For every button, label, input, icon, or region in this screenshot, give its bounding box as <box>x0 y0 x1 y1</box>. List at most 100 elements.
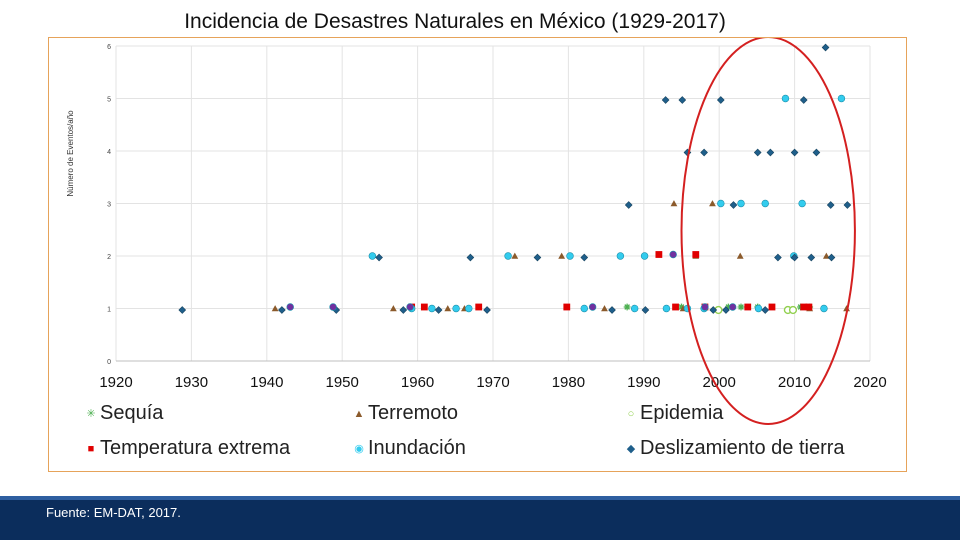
highlight-ellipse <box>680 38 856 425</box>
data-point-deslizamiento <box>375 253 383 262</box>
data-point-otros <box>669 250 677 259</box>
footer-bar <box>0 500 960 540</box>
legend-marker-icon: ◉ <box>354 443 364 456</box>
data-point-inundacion <box>754 304 763 313</box>
data-point-inundacion <box>798 199 806 208</box>
data-point-deslizamiento <box>716 96 725 104</box>
data-point-deslizamiento <box>761 306 770 314</box>
data-point-deslizamiento <box>821 43 830 52</box>
footer-stripe <box>0 496 960 500</box>
scatter-chart: 0 1 2 3 4 5 6 1920 1930 1940 1950 1960 1970 1980 1990 2… <box>66 38 887 425</box>
data-point-deslizamiento <box>434 306 443 314</box>
legend-item-inundacion: ◉ Inundación <box>352 437 466 460</box>
data-point-deslizamiento <box>624 201 633 209</box>
data-point-temperatura <box>672 303 679 311</box>
data-point-terremoto <box>444 305 452 312</box>
legend-marker-icon: ○ <box>627 407 635 420</box>
legend-label: Deslizamiento de tierra <box>640 437 845 459</box>
data-point-deslizamiento <box>753 148 762 157</box>
legend-label: Terremoto <box>368 402 459 424</box>
data-point-inundacion <box>662 304 671 313</box>
data-point-terremoto <box>389 305 397 312</box>
y-tick-label: 6 <box>107 44 111 51</box>
y-tick-label: 5 <box>107 97 111 104</box>
data-point-inundacion <box>504 252 512 260</box>
data-point-terremoto <box>601 305 608 312</box>
x-tick-label: 1930 <box>175 374 208 391</box>
data-point-temperatura <box>563 303 571 311</box>
chart-frame: 0 1 2 3 4 5 6 1920 1930 1940 1950 1960 1970 1980 1990 2… <box>48 37 907 472</box>
source-note: Fuente: EM-DAT, 2017. <box>46 505 181 520</box>
legend-label: Epidemia <box>640 402 724 424</box>
data-point-terremoto <box>271 305 279 312</box>
data-point-otros <box>588 303 597 311</box>
data-point-terremoto <box>736 252 744 259</box>
y-tick-label: 0 <box>107 359 111 366</box>
legend-label: Temperatura extrema <box>100 437 291 459</box>
x-tick-label: 1990 <box>627 374 660 391</box>
legend-marker-icon: ■ <box>87 442 95 455</box>
data-point-inundacion <box>580 304 588 313</box>
data-point-inundacion <box>737 199 745 208</box>
legend-label: Sequía <box>100 402 164 424</box>
y-tick-label: 3 <box>107 202 111 209</box>
y-tick-label: 4 <box>107 149 111 156</box>
legend-item-terremoto: ▲ Terremoto <box>352 402 458 425</box>
data-point-temperatura <box>744 303 752 311</box>
legend-marker-icon: ◆ <box>626 443 636 456</box>
x-tick-label: 2010 <box>778 374 811 391</box>
data-point-sequia <box>678 303 685 311</box>
data-point-temperatura <box>420 303 428 311</box>
data-point-deslizamiento <box>399 306 408 314</box>
legend-item-epidemia: ○ Epidemia <box>624 402 724 425</box>
data-point-inundacion <box>566 252 574 260</box>
data-point-otros <box>286 303 294 311</box>
data-point-deslizamiento <box>807 253 816 262</box>
data-point-terremoto <box>670 200 678 207</box>
data-point-deslizamiento <box>812 148 821 157</box>
data-point-deslizamiento <box>766 148 775 157</box>
data-point-deslizamiento <box>580 253 589 262</box>
x-tick-label: 2020 <box>853 374 886 391</box>
data-point-deslizamiento <box>641 306 650 314</box>
data-point-temperatura <box>768 303 776 311</box>
x-tick-label: 2000 <box>703 374 736 391</box>
data-point-inundacion <box>761 199 769 208</box>
x-tick-label: 1980 <box>552 374 585 391</box>
data-point-temperatura <box>655 251 663 258</box>
data-point-temperatura <box>475 303 483 311</box>
data-point-deslizamiento <box>278 306 286 314</box>
data-point-otros <box>728 303 737 311</box>
data-point-inundacion <box>630 304 639 313</box>
legend-marker-icon: ✳ <box>86 408 96 421</box>
data-point-inundacion <box>465 304 473 313</box>
data-point-deslizamiento <box>827 253 836 262</box>
data-point-temperatura <box>805 303 813 311</box>
y-tick-label: 1 <box>107 307 111 314</box>
data-point-terremoto <box>709 200 716 207</box>
x-tick-label: 1960 <box>401 374 434 391</box>
data-point-deslizamiento <box>843 201 852 209</box>
data-point-inundacion <box>640 252 649 260</box>
data-point-terremoto <box>511 252 519 259</box>
y-axis-label: Número de Eventos/año <box>66 110 75 197</box>
data-point-deslizamiento <box>722 306 730 314</box>
data-point-inundacion <box>428 304 436 313</box>
data-point-deslizamiento <box>178 306 187 314</box>
data-point-inundacion <box>781 94 790 103</box>
data-point-inundacion <box>717 199 725 208</box>
data-point-deslizamiento <box>700 148 708 157</box>
data-point-deslizamiento <box>483 306 491 314</box>
legend-item-sequia: ✳ Sequía <box>84 402 163 425</box>
data-point-deslizamiento <box>533 253 542 262</box>
data-point-deslizamiento <box>678 96 687 104</box>
data-point-sequia <box>623 303 631 311</box>
data-point-inundacion <box>616 252 625 260</box>
y-tick-label: 2 <box>107 254 111 261</box>
data-point-otros <box>406 303 414 311</box>
data-point-deslizamiento <box>466 253 475 262</box>
x-tick-label: 1940 <box>250 374 283 391</box>
data-point-inundacion <box>820 304 828 313</box>
data-point-inundacion <box>837 94 846 103</box>
data-point-deslizamiento <box>709 306 718 314</box>
